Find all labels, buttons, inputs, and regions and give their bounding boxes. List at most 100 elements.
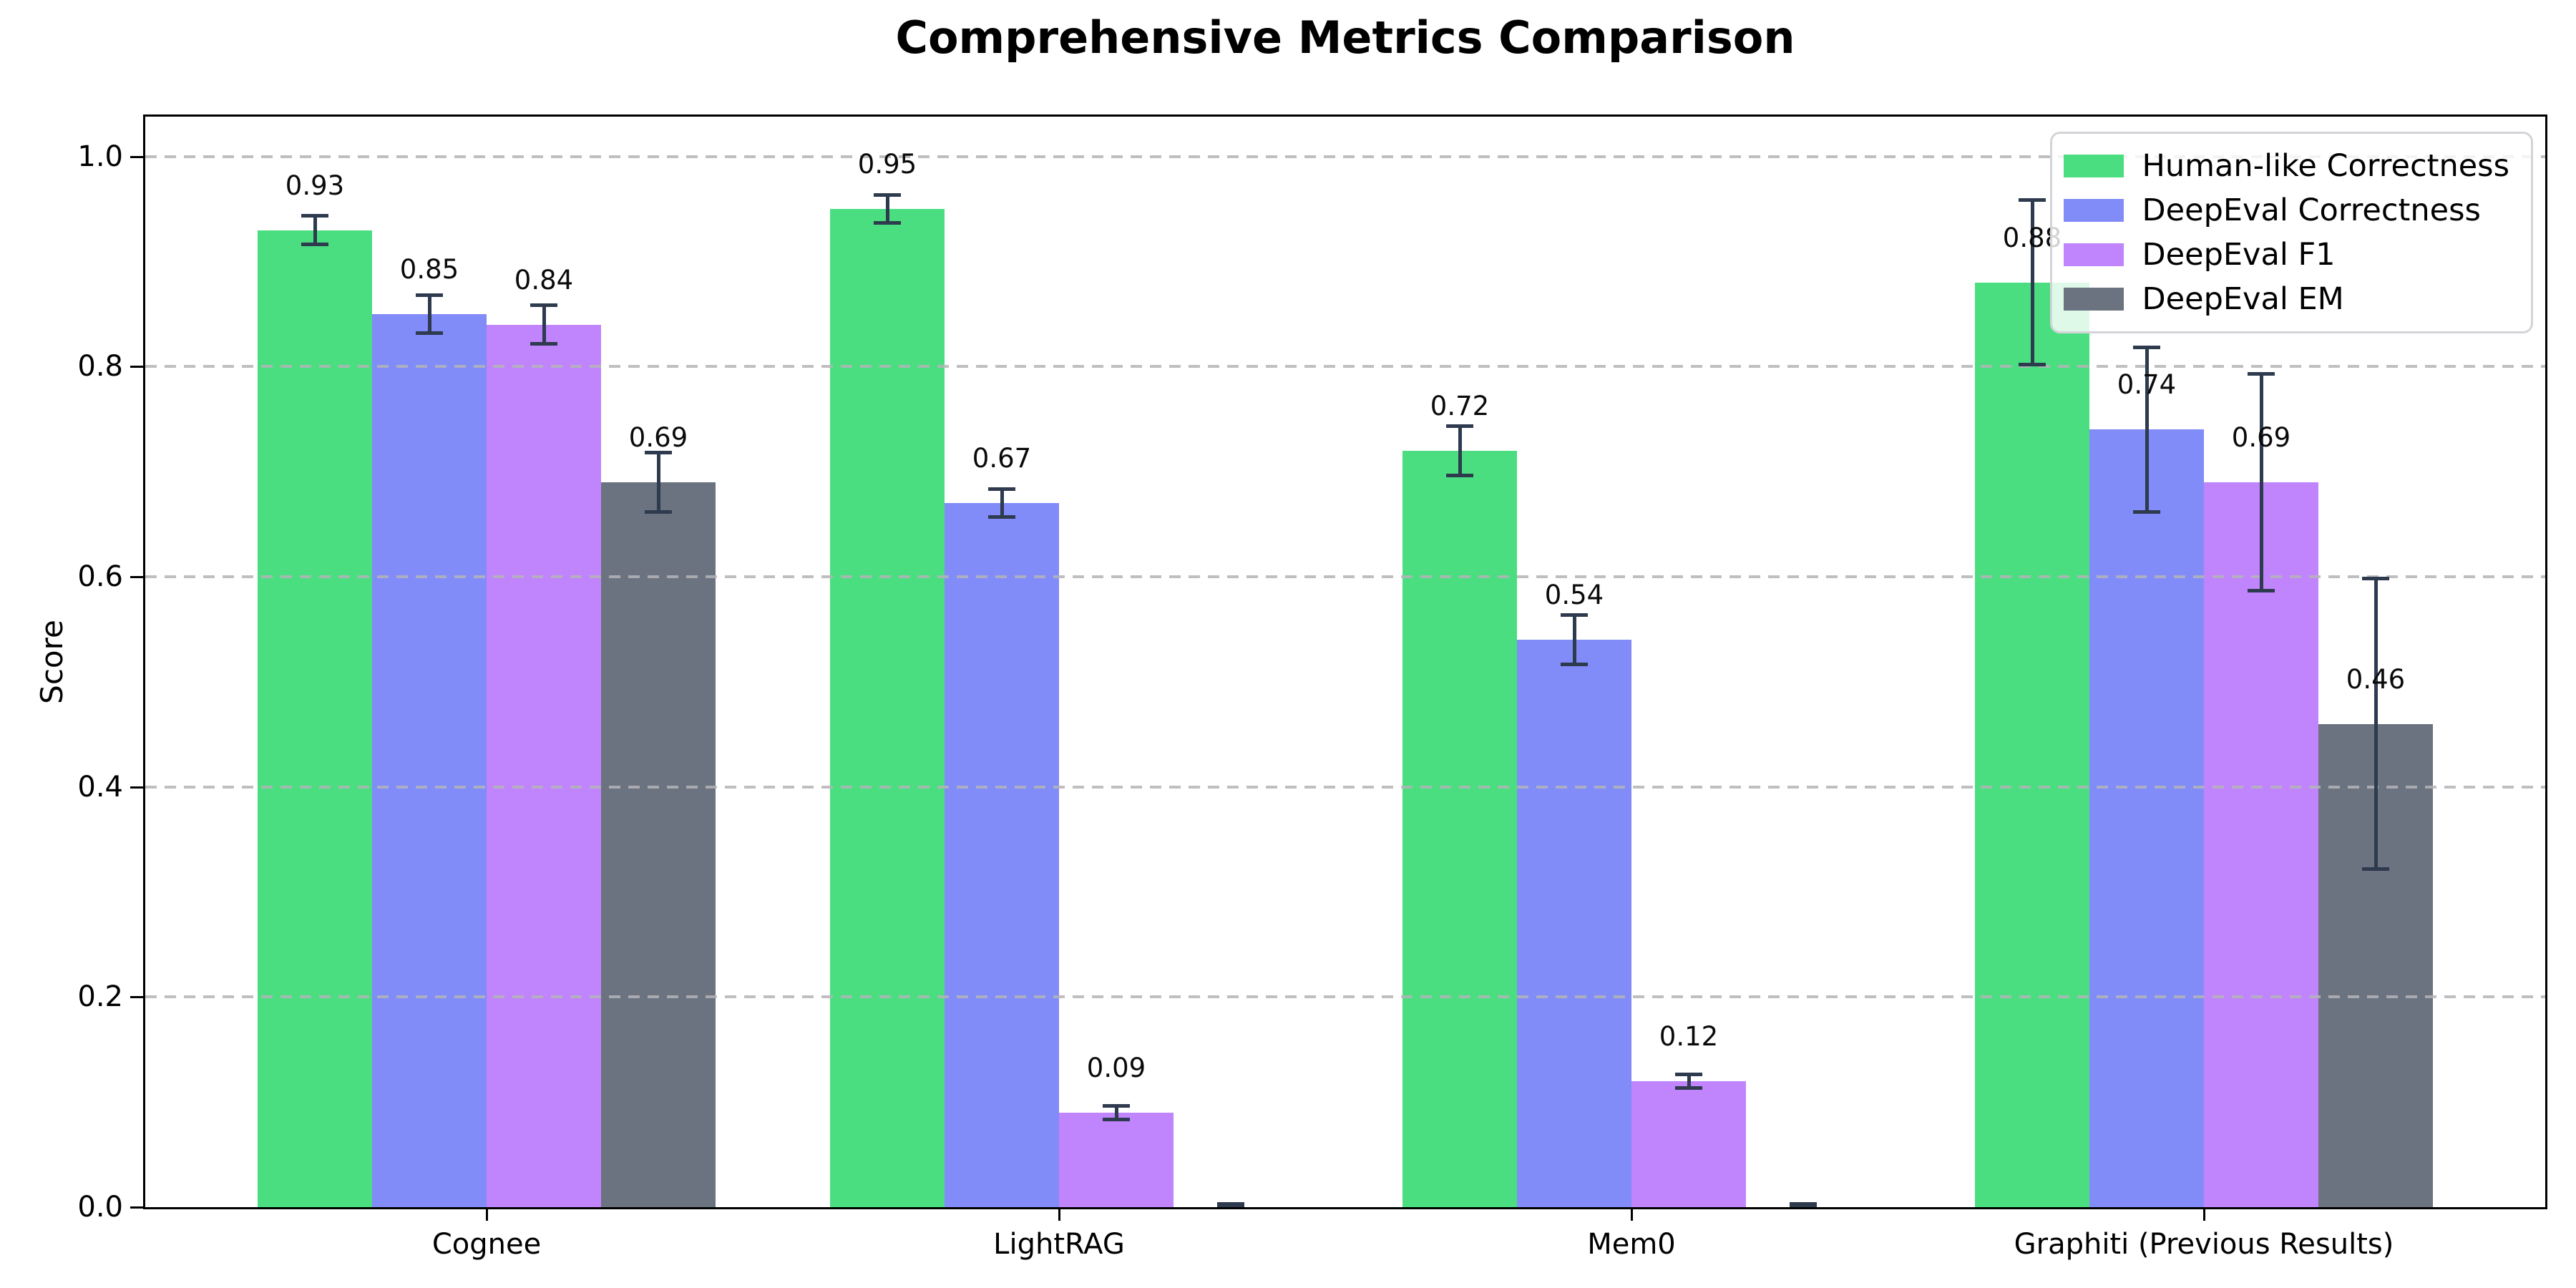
y-tick-mark [130, 366, 143, 369]
bar-value-label: 0.69 [628, 421, 688, 453]
y-tick-mark [130, 1206, 143, 1209]
error-bar-part [1000, 487, 1004, 519]
bar-deepeval-f1-mem0 [1631, 1080, 1746, 1209]
bar-deepeval-correctness-lightrag [945, 503, 1059, 1209]
gridline-0.8 [145, 365, 2545, 369]
legend-label: DeepEval Correctness [2142, 192, 2481, 228]
legend-swatch-icon [2063, 199, 2124, 222]
bar-deepeval-correctness-mem0 [1517, 640, 1631, 1209]
legend-item: DeepEval EM [2063, 277, 2509, 321]
error-bar-part [1561, 662, 1588, 666]
gridline-0.6 [145, 575, 2545, 579]
bar-deepeval-correctness-graphiti-previous-results- [2089, 429, 2204, 1209]
gridline-1.0 [145, 155, 2545, 158]
legend-swatch-icon [2063, 243, 2124, 266]
error-bar-part [1446, 424, 1473, 429]
y-tick-label-0.6: 0.6 [77, 560, 123, 594]
y-tick-label-0.0: 0.0 [77, 1191, 123, 1224]
error-bar-part [427, 293, 431, 336]
error-bar-part [1675, 1085, 1702, 1090]
x-tick-mark [2202, 1209, 2205, 1221]
bar-value-label: 0.12 [1659, 1020, 1719, 1052]
error-bar-part [2133, 509, 2160, 514]
y-tick-mark [130, 155, 143, 158]
error-bar-part [1458, 424, 1462, 477]
y-tick-label-1.0: 1.0 [77, 140, 123, 173]
legend-item: Human-like Correctness [2063, 144, 2509, 188]
error-bar-part [2248, 371, 2275, 376]
bar-value-label: 0.09 [1086, 1052, 1146, 1083]
y-tick-mark [130, 786, 143, 789]
y-tick-label-0.8: 0.8 [77, 350, 123, 384]
error-bar-part [645, 450, 672, 454]
error-bar-part [301, 214, 328, 218]
error-bar-part [988, 515, 1015, 519]
error-bar-part [2373, 577, 2378, 872]
legend-label: DeepEval EM [2142, 281, 2344, 317]
y-tick-label-0.2: 0.2 [77, 980, 123, 1014]
gridline-0.2 [145, 995, 2545, 999]
bar-value-label: 0.74 [2117, 369, 2177, 401]
error-bar-part [530, 303, 557, 308]
error-bar-part [416, 293, 443, 297]
error-bar-part [874, 221, 901, 225]
error-bar-part [416, 331, 443, 336]
legend-item: DeepEval Correctness [2063, 188, 2509, 233]
value-labels-layer: 0.93 0.95 0.72 0.88 0.85 0.67 0.54 0.74 0.84 0.09… [143, 114, 2547, 1209]
error-bar-part [2019, 363, 2046, 367]
legend-items: Human-like Correctness DeepEval Correctne… [2063, 144, 2509, 321]
legend-item: DeepEval F1 [2063, 233, 2509, 277]
bar-value-label: 0.67 [972, 443, 1032, 474]
error-bar-part [301, 242, 328, 246]
y-tick-label-0.4: 0.4 [77, 770, 123, 804]
legend-swatch-icon [2063, 288, 2124, 311]
error-bar-part [2362, 867, 2389, 872]
y-tick-mark [130, 996, 143, 999]
chart-title: Comprehensive Metrics Comparison [895, 11, 1795, 64]
bar-value-label: 0.84 [514, 264, 574, 296]
bar-value-label: 0.46 [2346, 663, 2406, 695]
bar-value-label: 0.69 [2231, 421, 2291, 453]
error-bar-part [1103, 1104, 1130, 1108]
error-bar-part [1114, 1104, 1118, 1121]
error-bar-part [1561, 613, 1588, 618]
error-bar-part [2030, 198, 2034, 367]
error-bars-layer [143, 114, 2547, 1209]
error-bar-part [1687, 1073, 1691, 1090]
legend-label: DeepEval F1 [2142, 237, 2336, 273]
bar-value-label: 0.93 [285, 170, 345, 201]
bar-human-like-correctness-graphiti-previous-results- [1975, 282, 2089, 1209]
bar-deepeval-f1-graphiti-previous-results- [2204, 482, 2318, 1209]
bar-value-label: 0.54 [1544, 580, 1604, 611]
bars-layer [143, 114, 2547, 1209]
error-bar-part [988, 487, 1015, 492]
x-tick-mark [485, 1209, 488, 1221]
bar-deepeval-f1-cognee [487, 324, 601, 1209]
error-bar-part [1675, 1073, 1702, 1077]
error-bar-part [645, 509, 672, 514]
x-tick-mark [1058, 1209, 1060, 1221]
error-bar-part [2019, 198, 2046, 203]
gridline-0.4 [145, 785, 2545, 789]
bar-value-label: 0.85 [399, 253, 459, 285]
bar-deepeval-f1-lightrag [1059, 1112, 1174, 1209]
x-tick-label-graphiti-previous-results-: Graphiti (Previous Results) [2014, 1228, 2394, 1261]
error-bar-part [1572, 613, 1576, 666]
error-bar-part [885, 193, 889, 225]
error-bar-part [530, 342, 557, 346]
error-bar-part [313, 214, 317, 246]
error-bar-part [2145, 346, 2149, 514]
error-bar-part [656, 450, 660, 514]
plot-area: 0.93 0.95 0.72 0.88 0.85 0.67 0.54 0.74 0.84 0.09… [143, 114, 2547, 1209]
error-bar-part [874, 193, 901, 197]
x-tick-label-cognee: Cognee [431, 1228, 542, 1261]
error-bar-part [2248, 589, 2275, 593]
error-bar-part [2362, 577, 2389, 581]
axis-spine-left [143, 114, 145, 1209]
legend-swatch-icon [2063, 155, 2124, 177]
bar-human-like-correctness-cognee [258, 230, 372, 1209]
bar-deepeval-em-cognee [601, 482, 716, 1209]
legend: Human-like Correctness DeepEval Correctne… [2049, 132, 2533, 333]
axis-spine-bottom [143, 1207, 2547, 1209]
error-bar-part [1446, 473, 1473, 477]
